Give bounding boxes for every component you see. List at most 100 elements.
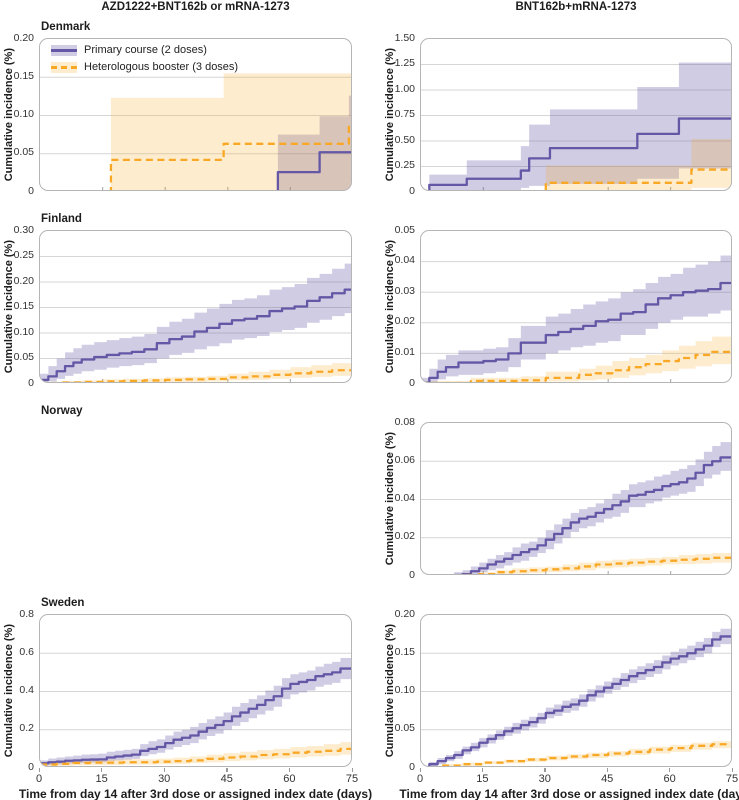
booster-line: [40, 747, 351, 766]
x-tick-label: 75: [725, 773, 739, 785]
primary-confidence-band: [454, 442, 731, 574]
y-tick-label: 0.8: [19, 607, 34, 620]
x-tick-mark: [669, 768, 671, 772]
x-tick-label: 60: [283, 773, 296, 785]
y-tick-label: 1.50: [394, 31, 415, 44]
primary-line: [428, 117, 731, 190]
y-tick-label: 0.25: [13, 249, 34, 261]
primary-line: [421, 281, 731, 382]
x-tick-label: 30: [538, 773, 551, 785]
y-tick-label: 0: [28, 376, 34, 389]
y-tick-label: 0: [409, 568, 415, 581]
primary-line: [40, 667, 351, 765]
primary-confidence-band: [421, 628, 731, 766]
legend-item-booster: Heterologous booster (3 doses): [51, 61, 238, 74]
plot-denmark-azd: [39, 38, 352, 191]
y-tick-label: 0.2: [19, 722, 34, 735]
legend: Primary course (2 doses) Heterologous bo…: [51, 44, 238, 74]
booster-line-sample: [51, 62, 77, 73]
country-label-norway: Norway: [41, 405, 83, 417]
y-tick-label: 0.08: [394, 415, 415, 428]
booster-confidence-band: [110, 73, 351, 190]
chart-denmark-bnt: [421, 62, 731, 190]
y-tick-label: 0.04: [394, 492, 415, 504]
y-tick-label: 1.25: [394, 57, 415, 69]
plot-sweden-bnt: [420, 614, 732, 767]
booster-confidence-band: [40, 742, 351, 766]
country-label-finland: Finland: [41, 213, 82, 225]
y-tick-label: 0: [28, 760, 34, 773]
plot-finland-azd: [39, 230, 352, 383]
booster-line: [462, 556, 731, 574]
plot-norway-bnt: [420, 422, 732, 575]
legend-item-primary: Primary course (2 doses): [51, 44, 238, 57]
country-label-sweden: Sweden: [41, 597, 85, 609]
x-tick-label: 45: [601, 773, 614, 785]
y-tick-label: 0.10: [394, 684, 415, 696]
x-tick-label: 15: [476, 773, 489, 785]
primary-line-sample: [51, 45, 77, 56]
y-tick-label: 0: [409, 184, 415, 197]
legend-label-booster: Heterologous booster (3 doses): [84, 61, 239, 73]
x-tick-label: 60: [663, 773, 676, 785]
y-tick-label: 0.05: [394, 223, 415, 236]
chart-sweden-azd: [40, 652, 351, 766]
plot-denmark-bnt: [420, 38, 732, 191]
y-tick-label: 0.15: [394, 645, 415, 658]
x-axis-title: Time from day 14 after 3rd dose or assig…: [18, 787, 373, 800]
booster-line: [544, 168, 731, 190]
y-tick-label: 0.6: [19, 645, 34, 658]
y-axis-title: Cumulative incidence (%): [384, 239, 396, 374]
y-tick-label: 0.03: [394, 284, 415, 297]
x-tick-mark: [544, 768, 546, 772]
booster-confidence-band: [421, 336, 731, 382]
y-tick-label: 1.00: [394, 82, 415, 95]
y-tick-label: 0.75: [394, 108, 415, 120]
chart-finland-bnt: [421, 255, 731, 382]
country-label-denmark: Denmark: [41, 21, 91, 33]
column-title-azd1222: AZD1222+BNT162b or mRNA-1273: [101, 1, 290, 13]
plot-finland-bnt: [420, 230, 732, 383]
chart-finland-azd: [40, 256, 351, 382]
booster-line: [109, 123, 351, 190]
booster-line: [440, 743, 731, 766]
chart-denmark-azd: [40, 73, 351, 190]
x-tick-mark: [606, 768, 609, 772]
y-tick-label: 0.15: [13, 300, 34, 312]
booster-line: [445, 350, 731, 382]
y-tick-label: 0.10: [13, 325, 34, 338]
x-tick-mark: [351, 768, 353, 772]
primary-confidence-band: [429, 62, 731, 190]
y-tick-label: 0.50: [394, 133, 415, 146]
x-tick-mark: [101, 768, 103, 772]
chart-sweden-bnt: [421, 628, 731, 766]
y-tick-label: 0.01: [394, 345, 415, 358]
y-tick-label: 0.30: [13, 223, 34, 236]
primary-confidence-band: [40, 263, 351, 382]
x-tick-mark: [38, 768, 40, 772]
y-tick-label: 0.20: [13, 31, 34, 44]
plot-sweden-azd: [39, 614, 352, 767]
y-tick-label: 0: [409, 760, 415, 773]
x-tick-label: 30: [158, 773, 171, 785]
x-tick-mark: [226, 768, 228, 772]
x-tick-mark: [731, 768, 733, 772]
x-tick-label: 0: [35, 773, 43, 785]
x-tick-mark: [163, 768, 166, 772]
chart-norway-bnt: [421, 442, 731, 574]
y-tick-label: 0.04: [394, 254, 415, 267]
y-tick-label: 0.10: [13, 108, 34, 120]
y-tick-label: 0: [409, 376, 415, 389]
x-tick-label: 45: [220, 773, 233, 785]
legend-label-primary: Primary course (2 doses): [84, 44, 207, 56]
primary-line: [428, 635, 731, 766]
primary-line: [276, 151, 351, 190]
primary-line: [40, 288, 351, 382]
x-tick-label: 75: [345, 773, 359, 785]
x-tick-label: 0: [416, 773, 424, 785]
y-tick-label: 0.02: [394, 315, 415, 328]
booster-line: [40, 369, 351, 382]
y-tick-label: 0: [28, 184, 34, 197]
y-tick-label: 0.05: [394, 722, 415, 735]
